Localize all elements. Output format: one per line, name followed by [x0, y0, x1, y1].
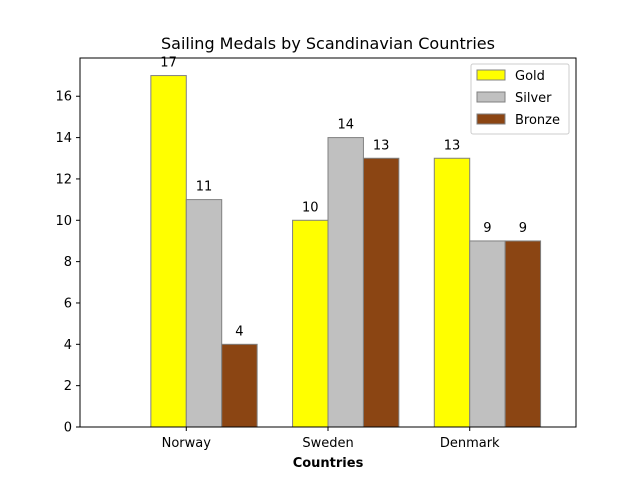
bar-bronze-sweden — [362, 157, 400, 428]
x-axis-label: Countries — [293, 456, 364, 471]
bar-bronze-norway — [221, 343, 258, 428]
data-label-bronze-norway: 4 — [235, 324, 243, 339]
y-tick-label: 6 — [64, 296, 72, 311]
data-label-bronze-sweden: 13 — [373, 138, 390, 153]
y-tick-label: 12 — [55, 172, 72, 187]
bar-silver-denmark — [469, 240, 506, 428]
data-label-silver-norway: 11 — [196, 180, 213, 195]
y-tick-label: 16 — [55, 90, 72, 105]
y-tick-label: 0 — [64, 421, 72, 436]
bar-silver-norway — [185, 199, 223, 428]
data-label-gold-sweden: 10 — [302, 200, 319, 215]
legend: Gold Silver Bronze — [470, 63, 570, 135]
plot-area: 17 10 13 11 14 9 4 13 9 0 2 4 6 8 10 12 14 16 Norway Sweden… — [55, 56, 577, 451]
chart-title: Sailing Medals by Scandinavian Countries — [161, 34, 495, 53]
legend-label-silver: Silver — [515, 91, 552, 106]
y-tick-label: 2 — [64, 379, 72, 394]
data-label-gold-denmark: 13 — [444, 138, 461, 153]
y-tick-label: 4 — [64, 338, 72, 353]
legend-label-gold: Gold — [515, 69, 545, 84]
y-tick-label: 14 — [55, 131, 72, 146]
bar-gold-norway — [150, 75, 187, 428]
legend-swatch-silver — [476, 91, 506, 103]
x-tick-label-norway: Norway — [162, 436, 212, 451]
legend-swatch-bronze — [476, 113, 506, 125]
bar-bronze-denmark — [504, 240, 542, 428]
bar-silver-sweden — [327, 137, 364, 428]
legend-label-bronze: Bronze — [515, 113, 560, 128]
y-tick-label: 10 — [55, 214, 72, 229]
bar-gold-sweden — [292, 219, 329, 428]
x-tick-label-sweden: Sweden — [302, 436, 353, 451]
y-tick-label: 8 — [64, 255, 72, 270]
data-label-gold-norway: 17 — [160, 56, 177, 71]
legend-swatch-gold — [476, 69, 506, 81]
data-label-bronze-denmark: 9 — [519, 221, 527, 236]
data-label-silver-sweden: 14 — [337, 118, 354, 133]
data-label-silver-denmark: 9 — [483, 221, 491, 236]
x-tick-label-denmark: Denmark — [440, 436, 500, 451]
bar-gold-denmark — [433, 157, 471, 428]
